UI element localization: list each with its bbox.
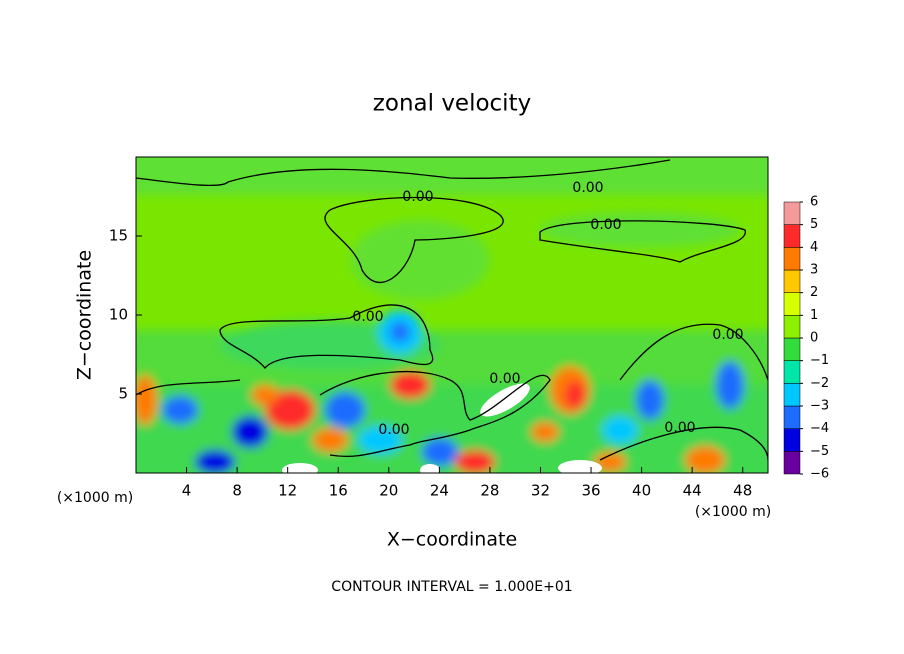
colorbar-swatch xyxy=(783,292,801,316)
x-tick-label: 12 xyxy=(278,482,297,500)
contour-label: 0.00 xyxy=(378,422,409,438)
colorbar-label: 4 xyxy=(810,240,818,255)
contour-label: 0.00 xyxy=(664,420,695,436)
x-tick-label: 32 xyxy=(531,482,550,500)
colorbar-label: −6 xyxy=(810,467,829,482)
y-axis-label: Z−coordinate xyxy=(74,250,96,380)
x-tick-label: 36 xyxy=(581,482,600,500)
footer: CONTOUR INTERVAL = 1.000E+01 xyxy=(331,579,572,595)
colorbar-label: 3 xyxy=(810,263,818,278)
field xyxy=(136,157,768,473)
colorbar-swatch xyxy=(783,428,801,452)
x-tick-label: 20 xyxy=(379,482,398,500)
colorbar-swatch xyxy=(783,405,801,429)
colorbar-swatch xyxy=(783,315,801,339)
x-tick-label: 44 xyxy=(683,482,702,500)
colorbar-label: −4 xyxy=(810,421,829,436)
colorbar-swatch xyxy=(783,337,801,361)
colorbar-label: 0 xyxy=(810,331,818,346)
colorbar-swatch xyxy=(783,360,801,384)
x-tick-label: 24 xyxy=(430,482,449,500)
contour-label: 0.00 xyxy=(489,371,520,387)
y-tick-label: 5 xyxy=(118,385,128,403)
x-tick-label: 4 xyxy=(182,482,192,500)
colorbar-swatch xyxy=(783,383,801,407)
contour-label: 0.00 xyxy=(352,309,383,325)
y-tick-label: 10 xyxy=(109,306,128,324)
x-tick-label: 16 xyxy=(329,482,348,500)
contour-label: 0.00 xyxy=(712,327,743,343)
contour-label: 0.00 xyxy=(402,189,433,205)
colorbar-label: 2 xyxy=(810,285,818,300)
x-tick-label: 28 xyxy=(480,482,499,500)
contour-label: 0.00 xyxy=(572,180,603,196)
colorbar-label: −3 xyxy=(810,399,829,414)
colorbar-swatch xyxy=(783,224,801,248)
x-tick-label: 48 xyxy=(733,482,752,500)
colorbar-label: 1 xyxy=(810,308,818,323)
colorbar-label: −2 xyxy=(810,376,829,391)
chart-title: zonal velocity xyxy=(373,91,531,117)
colorbar-label: −5 xyxy=(810,444,829,459)
colorbar-swatch xyxy=(783,247,801,271)
x-unit: (×1000 m) xyxy=(695,504,771,520)
contour-label: 0.00 xyxy=(590,217,621,233)
colorbar-swatch xyxy=(783,201,801,225)
colorbar-label: −1 xyxy=(810,353,829,368)
x-tick-label: 8 xyxy=(232,482,242,500)
x-axis-label: X−coordinate xyxy=(387,529,517,551)
x-tick-label: 40 xyxy=(632,482,651,500)
colorbar-swatch xyxy=(783,269,801,293)
colorbar-label: 5 xyxy=(810,217,818,232)
x-unit: (×1000 m) xyxy=(57,490,133,506)
colorbar-swatch xyxy=(783,451,801,475)
y-tick-label: 15 xyxy=(109,227,128,245)
colorbar-label: 6 xyxy=(810,195,818,210)
